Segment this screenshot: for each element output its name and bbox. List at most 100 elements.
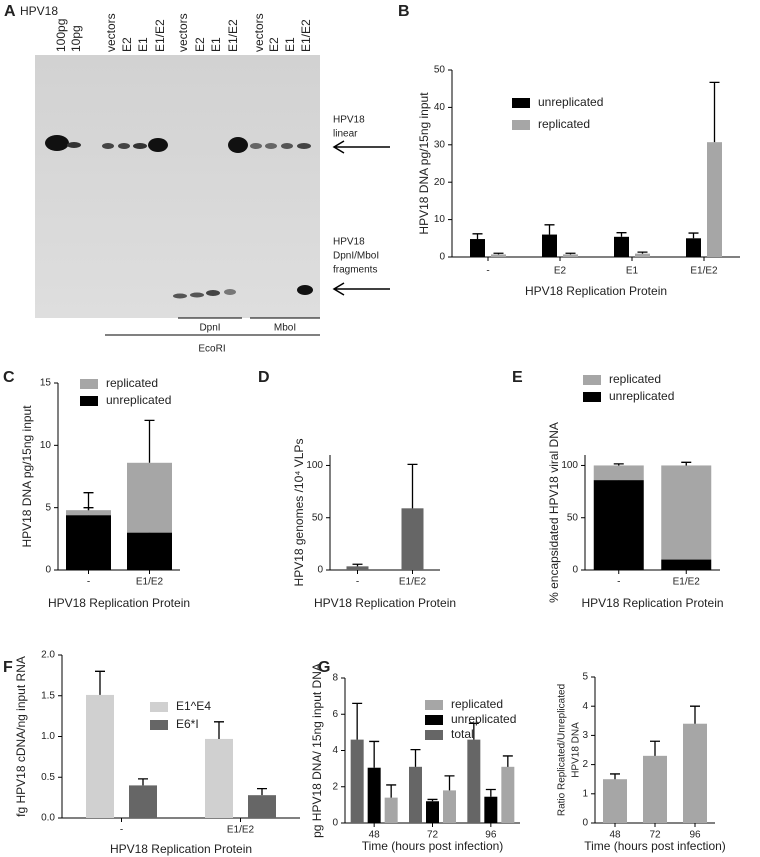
bar <box>542 234 557 257</box>
error-bar <box>690 705 700 724</box>
legend-label: unreplicated <box>106 393 171 407</box>
y-tick-label: 2 <box>582 759 588 770</box>
y-tick-label: 1.5 <box>41 690 55 701</box>
x-tick-label: 96 <box>689 830 701 841</box>
y-tick-label: 100 <box>306 460 323 471</box>
panel-label: B <box>398 3 410 20</box>
error-bar <box>144 419 155 463</box>
x-tick-label: 96 <box>485 830 497 841</box>
y-axis-label: HPV18 DNA <box>571 722 582 778</box>
y-tick-label: 2.0 <box>41 650 55 661</box>
lane-label: vectors <box>104 13 118 52</box>
x-tick-label: E1/E2 <box>673 577 701 588</box>
bar <box>603 779 627 823</box>
bar-segment <box>66 510 111 516</box>
bar <box>443 790 456 823</box>
legend-label: E1^E4 <box>176 699 211 713</box>
x-axis-label: HPV18 Replication Protein <box>48 596 190 610</box>
y-axis-label: fg HPV18 cDNA/ng input RNA <box>14 656 28 817</box>
lane-label: vectors <box>252 13 266 52</box>
x-axis-label: HPV18 Replication Protein <box>581 596 723 610</box>
y-tick-label: 8 <box>332 673 338 684</box>
error-bar <box>565 252 576 255</box>
y-tick-label: 50 <box>567 512 579 523</box>
legend-swatch <box>583 375 601 385</box>
lane-label: E1 <box>136 37 150 52</box>
bar <box>614 236 629 257</box>
x-tick-label: 72 <box>649 830 661 841</box>
error-bar <box>709 81 720 143</box>
x-tick-label: E1/E2 <box>399 577 427 588</box>
y-tick-label: 40 <box>434 102 446 113</box>
bar-segment <box>593 465 644 481</box>
bar <box>707 142 722 257</box>
error-bar <box>407 463 418 509</box>
lane-label: 10pg <box>69 25 83 52</box>
legend-swatch <box>425 730 443 740</box>
error-bar <box>610 773 620 780</box>
gel-annotation: linear <box>333 129 358 140</box>
bar <box>426 801 439 823</box>
bar-segment <box>661 559 712 570</box>
bar <box>501 766 515 823</box>
legend-swatch <box>425 700 443 710</box>
y-tick-label: 4 <box>582 701 588 712</box>
y-tick-label: 10 <box>434 214 446 225</box>
y-tick-label: 1 <box>582 788 588 799</box>
y-axis-label: HPV18 DNA pg/15ng input <box>417 92 431 235</box>
error-bar <box>352 702 363 740</box>
error-bar <box>688 232 699 239</box>
panel-label: D <box>258 369 270 386</box>
x-axis-label: Time (hours post infection) <box>584 839 726 853</box>
digest-label: EcoRI <box>198 344 225 355</box>
x-tick-label: - <box>87 577 90 588</box>
error-bar <box>637 251 648 254</box>
y-axis-label: % encapsidated HPV18 viral DNA <box>547 422 561 603</box>
panel-label: G <box>318 659 330 676</box>
lane-label: E2 <box>267 37 281 52</box>
x-axis-label: HPV18 Replication Protein <box>314 596 456 610</box>
legend-swatch <box>512 120 530 130</box>
x-axis-label: HPV18 Replication Protein <box>110 842 252 856</box>
y-tick-label: 0 <box>582 818 588 829</box>
y-tick-label: 2 <box>332 781 338 792</box>
legend-label: total <box>451 727 474 741</box>
lane-label: E1 <box>283 37 297 52</box>
error-bar <box>386 784 397 798</box>
x-tick-label: - <box>120 825 123 836</box>
y-tick-label: 4 <box>332 745 338 756</box>
bar-segment <box>661 465 712 560</box>
x-tick-label: - <box>356 577 359 588</box>
legend-swatch <box>425 715 443 725</box>
bar <box>350 739 364 823</box>
error-bar <box>493 252 504 255</box>
bar-segment <box>593 480 644 570</box>
gel-annotation: HPV18 <box>333 115 365 126</box>
legend-swatch <box>80 379 98 389</box>
error-bar <box>613 463 624 466</box>
panel-label: F <box>3 659 13 676</box>
x-tick-label: 72 <box>427 830 439 841</box>
error-bar <box>544 224 555 235</box>
error-bar <box>502 755 513 767</box>
bar <box>384 797 398 823</box>
error-bar <box>138 778 148 786</box>
x-axis-label: HPV18 Replication Protein <box>525 284 667 298</box>
bar <box>491 254 506 257</box>
digest-label: DpnI <box>199 323 220 334</box>
x-tick-label: 48 <box>609 830 621 841</box>
legend-swatch <box>512 98 530 108</box>
bar <box>683 723 707 823</box>
y-tick-label: 5 <box>45 502 51 513</box>
bar <box>86 694 114 818</box>
lane-label: E1/E2 <box>299 19 313 52</box>
error-bar <box>650 740 660 756</box>
panel-label: C <box>3 369 15 386</box>
legend-swatch <box>150 702 168 712</box>
y-tick-label: 0.5 <box>41 772 55 783</box>
legend-label: replicated <box>106 376 158 390</box>
error-bar <box>257 788 267 796</box>
bar <box>248 795 276 818</box>
legend-label: E6*I <box>176 717 199 731</box>
error-bar <box>214 721 224 739</box>
